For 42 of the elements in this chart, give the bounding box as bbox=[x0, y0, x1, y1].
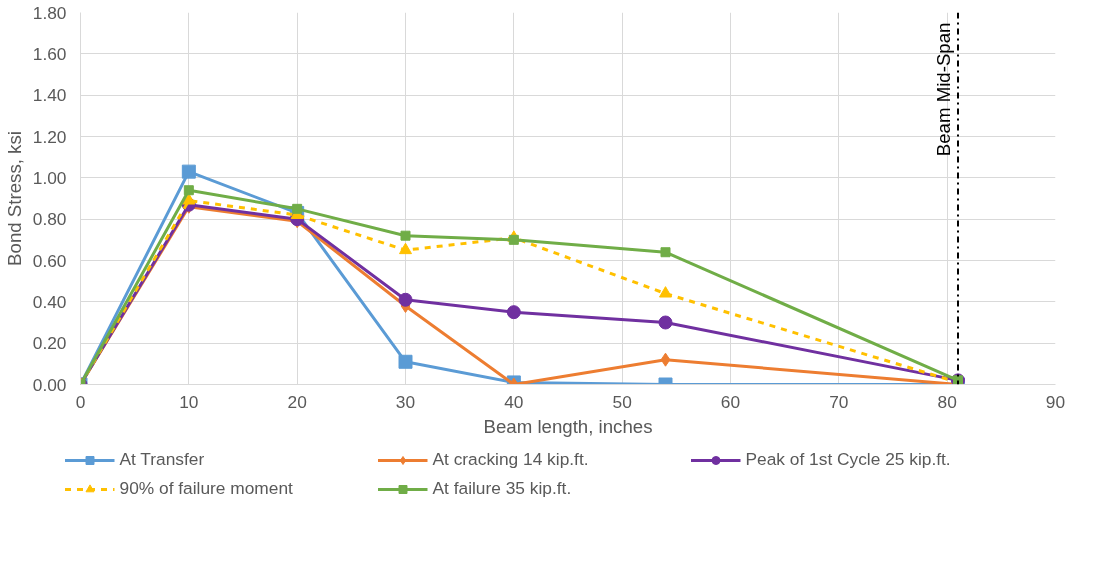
x-tick-label: 0 bbox=[75, 391, 86, 412]
x-tick-label: 40 bbox=[504, 391, 524, 412]
legend-label: At cracking 14 kip.ft. bbox=[432, 449, 590, 470]
legend-label: Peak of 1st Cycle 25 kip.ft. bbox=[745, 449, 952, 470]
y-tick-label: 1.00 bbox=[32, 167, 67, 188]
x-tick-label: 20 bbox=[287, 391, 307, 412]
legend-label: 90% of failure moment bbox=[119, 478, 294, 499]
point bbox=[660, 352, 671, 367]
point bbox=[658, 315, 673, 330]
y-axis-title: Bond Stress, ksi bbox=[3, 131, 25, 266]
x-tick-label: 50 bbox=[612, 391, 632, 412]
legend-label: At failure 35 kip.ft. bbox=[432, 478, 573, 499]
x-tick-label: 70 bbox=[829, 391, 849, 412]
x-tick-label: 60 bbox=[720, 391, 741, 412]
ref-line-label: Beam Mid-Span bbox=[933, 22, 954, 157]
y-tick-label: 0.80 bbox=[32, 209, 67, 230]
point bbox=[508, 234, 519, 245]
y-tick-label: 1.20 bbox=[32, 126, 67, 147]
x-axis-title: Beam length, inches bbox=[483, 415, 653, 437]
point bbox=[399, 242, 412, 255]
y-tick-label: 0.40 bbox=[32, 291, 67, 312]
point bbox=[182, 193, 196, 205]
point bbox=[398, 354, 413, 369]
point bbox=[183, 185, 194, 196]
point bbox=[660, 247, 671, 258]
point bbox=[398, 292, 413, 307]
x-tick-label: 30 bbox=[395, 391, 416, 412]
y-tick-label: 1.40 bbox=[32, 85, 67, 106]
point bbox=[506, 305, 521, 320]
point bbox=[292, 203, 303, 214]
point bbox=[659, 286, 672, 298]
y-tick-label: 1.60 bbox=[32, 43, 67, 64]
legend-label: At Transfer bbox=[119, 449, 206, 470]
y-tick-label: 0.20 bbox=[32, 333, 67, 354]
x-tick-label: 10 bbox=[179, 391, 199, 412]
y-tick-label: 0.60 bbox=[32, 250, 67, 271]
point bbox=[400, 230, 411, 241]
point bbox=[181, 164, 196, 179]
x-tick-label: 80 bbox=[937, 391, 957, 412]
y-tick-label: 1.80 bbox=[32, 2, 67, 23]
y-tick-label: 0.00 bbox=[32, 374, 67, 395]
x-tick-label: 90 bbox=[1045, 391, 1066, 412]
